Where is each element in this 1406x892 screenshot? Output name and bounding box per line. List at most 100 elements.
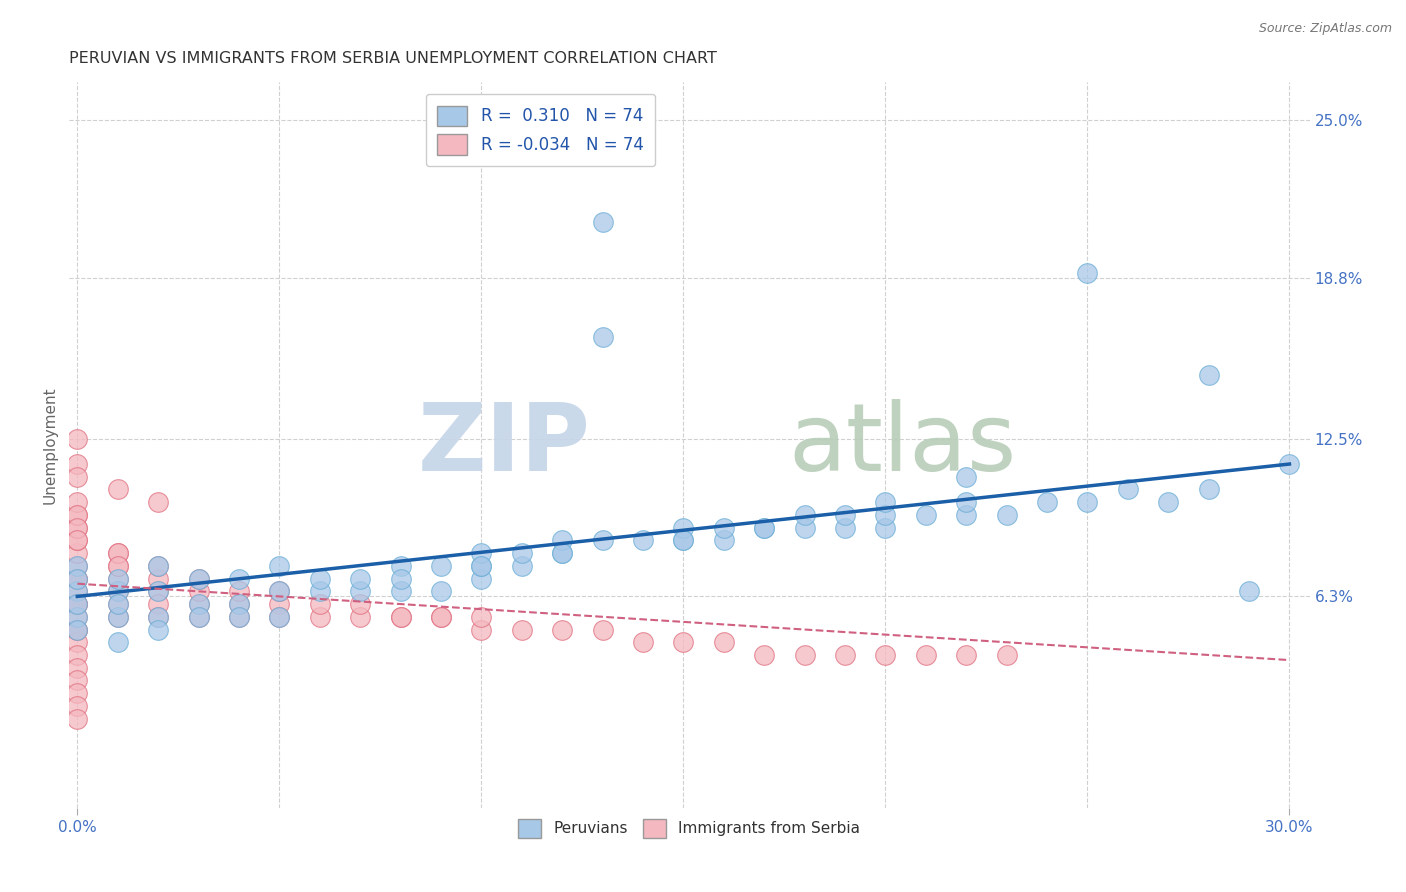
Point (995, 648, 1018, 662)
Point (66, 457, 89, 471)
Point (107, 584, 129, 599)
Point (66, 521, 89, 535)
Point (955, 469, 977, 483)
Point (187, 572, 209, 586)
Text: Source: ZipAtlas.com: Source: ZipAtlas.com (1258, 22, 1392, 36)
Point (66, 698, 89, 713)
Point (713, 635, 735, 649)
Point (713, 533, 735, 548)
Point (228, 609, 250, 624)
Point (430, 609, 453, 624)
Point (995, 508, 1018, 522)
Point (672, 635, 695, 649)
Text: PERUVIAN VS IMMIGRANTS FROM SERBIA UNEMPLOYMENT CORRELATION CHART: PERUVIAN VS IMMIGRANTS FROM SERBIA UNEMP… (69, 51, 717, 66)
Point (430, 558, 453, 573)
Point (308, 572, 330, 586)
Point (875, 495, 897, 509)
Point (107, 546, 129, 560)
Point (187, 597, 209, 611)
Point (66, 648, 89, 662)
Point (349, 609, 371, 624)
Point (66, 584, 89, 599)
Point (955, 495, 977, 509)
Point (107, 483, 129, 497)
Point (107, 558, 129, 573)
Point (389, 558, 412, 573)
Point (430, 584, 453, 599)
Point (66, 533, 89, 548)
Point (66, 597, 89, 611)
Point (107, 597, 129, 611)
Point (713, 521, 735, 535)
Point (66, 635, 89, 649)
Point (1157, 495, 1180, 509)
Text: ZIP: ZIP (418, 399, 591, 491)
Point (66, 521, 89, 535)
Y-axis label: Unemployment: Unemployment (44, 386, 58, 504)
Point (66, 623, 89, 637)
Point (66, 546, 89, 560)
Point (66, 661, 89, 675)
Point (308, 584, 330, 599)
Legend: Peruvians, Immigrants from Serbia: Peruvians, Immigrants from Serbia (512, 813, 866, 844)
Point (1116, 483, 1139, 497)
Point (389, 584, 412, 599)
Point (914, 648, 936, 662)
Point (1198, 483, 1220, 497)
Point (187, 572, 209, 586)
Point (107, 609, 129, 624)
Point (187, 609, 209, 624)
Point (389, 609, 412, 624)
Point (914, 508, 936, 522)
Point (66, 572, 89, 586)
Point (66, 495, 89, 509)
Point (107, 584, 129, 599)
Point (66, 558, 89, 573)
Point (269, 597, 291, 611)
Point (66, 686, 89, 700)
Point (269, 609, 291, 624)
Point (66, 597, 89, 611)
Point (1198, 368, 1220, 382)
Point (389, 572, 412, 586)
Point (510, 558, 533, 573)
Point (66, 572, 89, 586)
Point (66, 508, 89, 522)
Point (269, 584, 291, 599)
Point (107, 572, 129, 586)
Point (1076, 495, 1098, 509)
Point (551, 533, 574, 548)
Point (107, 635, 129, 649)
Point (793, 648, 815, 662)
Point (66, 609, 89, 624)
Point (470, 558, 492, 573)
Point (834, 521, 856, 535)
Point (592, 623, 614, 637)
Point (66, 432, 89, 446)
Point (389, 609, 412, 624)
Point (269, 584, 291, 599)
Point (1036, 495, 1059, 509)
Point (66, 609, 89, 624)
Point (146, 558, 169, 573)
Point (66, 623, 89, 637)
Point (875, 508, 897, 522)
Point (672, 533, 695, 548)
Point (551, 623, 574, 637)
Point (875, 648, 897, 662)
Point (754, 648, 776, 662)
Point (146, 609, 169, 624)
Point (66, 558, 89, 573)
Point (107, 572, 129, 586)
Point (470, 572, 492, 586)
Point (146, 597, 169, 611)
Point (228, 597, 250, 611)
Point (146, 584, 169, 599)
Point (66, 623, 89, 637)
Point (66, 572, 89, 586)
Point (66, 597, 89, 611)
Point (430, 609, 453, 624)
Point (592, 329, 614, 343)
Point (875, 521, 897, 535)
Point (955, 508, 977, 522)
